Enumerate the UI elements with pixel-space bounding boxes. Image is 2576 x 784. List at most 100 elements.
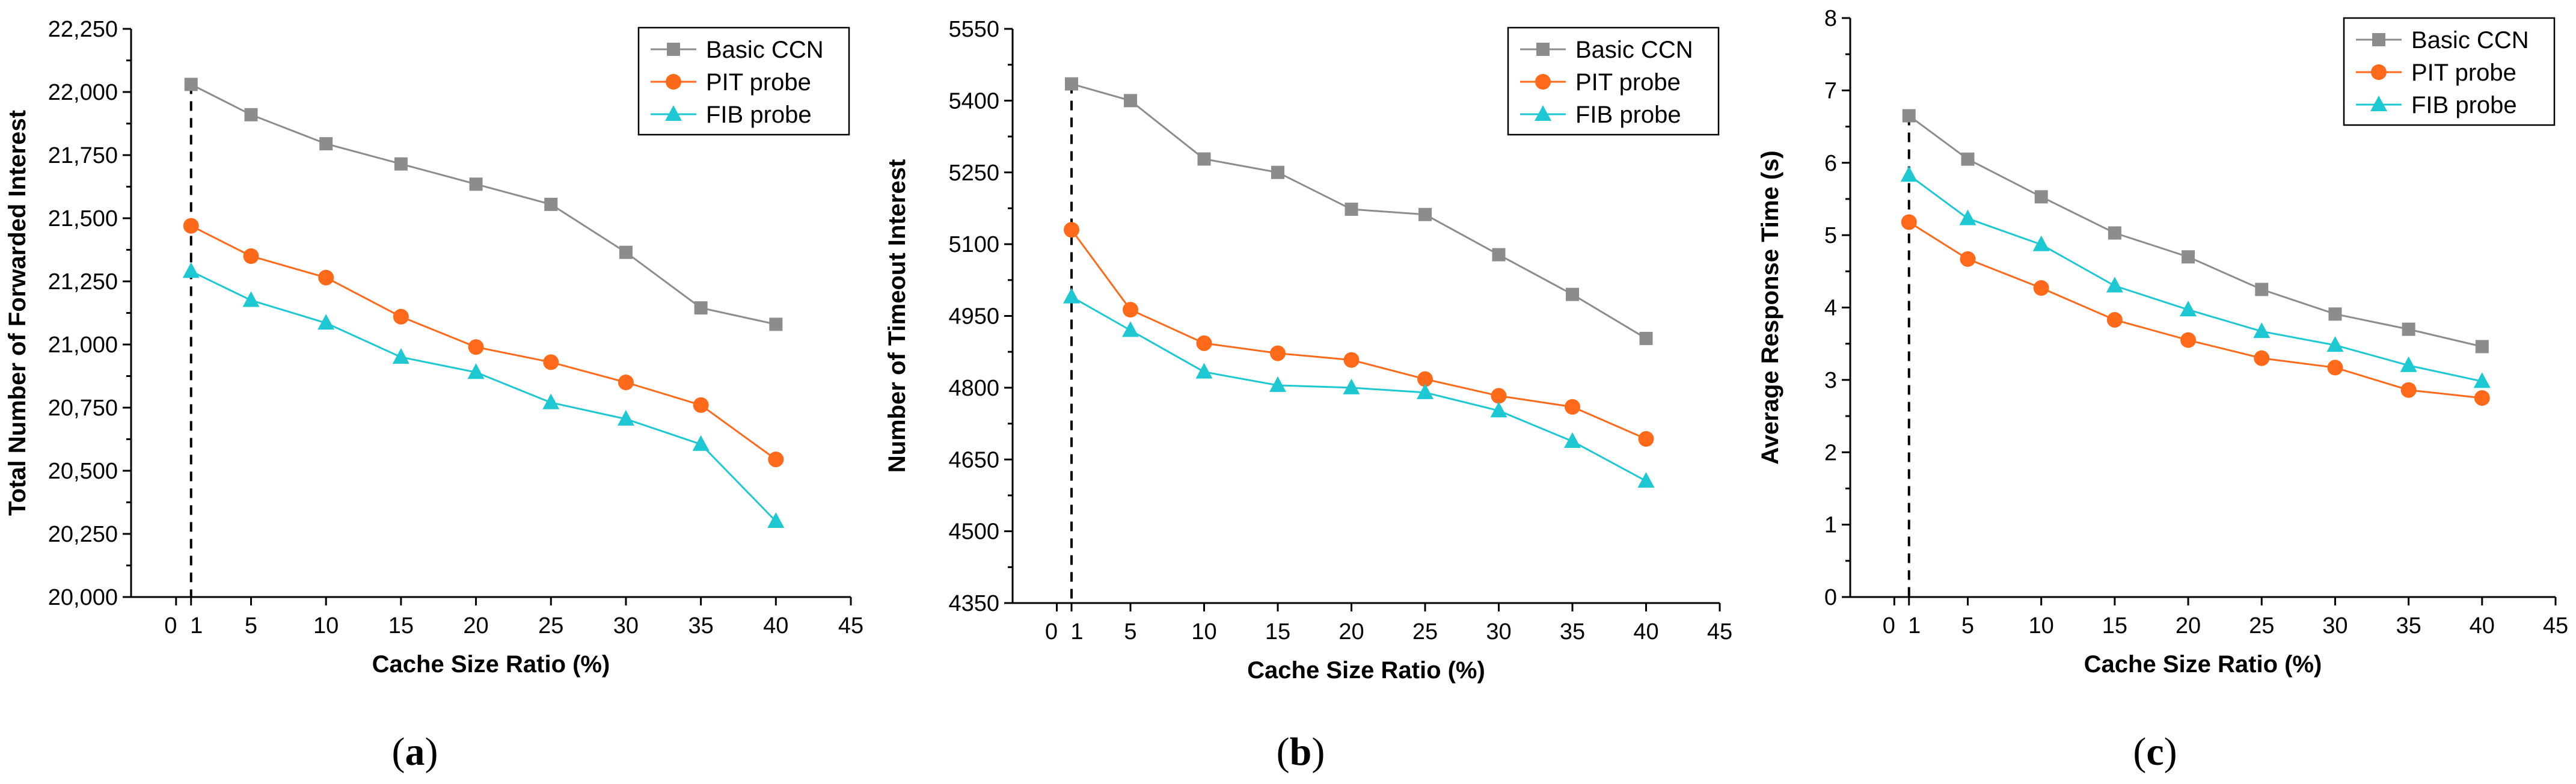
- x-axis-title: Cache Size Ratio (%): [372, 651, 610, 678]
- data-point-triangle: [1269, 376, 1286, 392]
- legend-marker-triangle: [665, 105, 682, 121]
- x-tick-label: 30: [2322, 613, 2348, 639]
- data-point-circle: [1960, 251, 1976, 267]
- data-point-square: [544, 197, 558, 211]
- data-point-square: [2402, 322, 2415, 336]
- y-tick-label: 4800: [948, 376, 999, 401]
- x-tick-label: 0: [164, 613, 177, 639]
- legend-marker-triangle: [1535, 105, 1551, 121]
- y-tick-label: 1: [1824, 513, 1837, 538]
- y-tick-label: 21,000: [48, 332, 118, 358]
- data-point-triangle: [692, 435, 710, 451]
- data-point-square: [1492, 248, 1506, 262]
- x-tick-label: 5: [1961, 613, 1974, 639]
- y-tick-label: 20,250: [48, 522, 118, 547]
- data-point-square: [1418, 207, 1432, 221]
- x-tick-label: 25: [1412, 619, 1438, 645]
- y-axis-title: Number of Timeout Interest: [884, 159, 910, 473]
- legend-label: PIT probe: [1575, 69, 1681, 96]
- data-point-square: [1197, 152, 1211, 166]
- y-tick-label: 4: [1824, 296, 1837, 321]
- x-tick-label: 30: [613, 613, 639, 639]
- x-tick-label: 20: [2176, 613, 2201, 639]
- data-point-square: [469, 177, 483, 191]
- series-line: [191, 270, 777, 522]
- data-point-square: [1124, 94, 1137, 108]
- data-point-triangle: [2106, 277, 2123, 293]
- y-tick-label: 5100: [948, 232, 999, 257]
- data-point-square: [2108, 226, 2121, 240]
- y-tick-label: 20,500: [48, 459, 118, 484]
- x-tick-label: 1: [1070, 619, 1083, 645]
- legend-label: Basic CCN: [1575, 37, 1693, 63]
- data-point-square: [1345, 203, 1358, 216]
- x-tick-label: 15: [2102, 613, 2127, 639]
- x-tick-label: 25: [2249, 613, 2274, 639]
- data-point-circle: [2327, 360, 2343, 376]
- data-point-triangle: [467, 363, 485, 379]
- x-tick-label: 25: [538, 613, 563, 639]
- data-point-triangle: [1063, 287, 1080, 304]
- data-point-square: [244, 108, 258, 121]
- x-tick-label: 35: [1560, 619, 1585, 645]
- y-tick-label: 5400: [948, 88, 999, 114]
- y-tick-label: 7: [1824, 78, 1837, 103]
- data-point-triangle: [2180, 301, 2197, 317]
- data-point-triangle: [1343, 378, 1360, 394]
- data-point-circle: [1565, 399, 1580, 415]
- legend-marker-circle: [1535, 74, 1551, 90]
- data-point-square: [394, 157, 408, 171]
- data-point-triangle: [2473, 372, 2491, 388]
- x-tick-label: 0: [1883, 613, 1895, 639]
- data-point-circle: [2033, 280, 2049, 296]
- data-point-triangle: [2400, 356, 2417, 372]
- y-axis-title: Total Number of Forwarded Interest: [4, 110, 31, 516]
- legend-marker-circle: [666, 74, 681, 90]
- series-line: [1908, 174, 2483, 382]
- legend: Basic CCN PIT probe FIB probe: [637, 26, 850, 136]
- legend-label: FIB probe: [706, 102, 812, 128]
- data-point-circle: [1343, 352, 1360, 368]
- data-point-square: [2328, 307, 2342, 321]
- x-tick-label: 35: [688, 613, 713, 639]
- data-point-triangle: [617, 409, 634, 426]
- y-tick-label: 22,250: [48, 17, 118, 42]
- data-point-circle: [2180, 332, 2197, 348]
- data-point-triangle: [1417, 383, 1434, 399]
- y-tick-label: 5: [1824, 223, 1837, 248]
- y-tick-label: 21,500: [48, 206, 118, 231]
- data-point-circle: [2474, 390, 2490, 406]
- data-point-square: [1961, 152, 1975, 166]
- data-point-square: [2034, 190, 2048, 204]
- data-point-circle: [2106, 311, 2123, 328]
- x-tick-label: 5: [1124, 619, 1136, 645]
- series-line: [1908, 221, 2482, 399]
- y-tick-label: 21,750: [48, 143, 118, 168]
- data-point-square: [1566, 287, 1579, 301]
- y-tick-label: 20,750: [48, 396, 118, 421]
- data-point-square: [1065, 77, 1078, 91]
- x-tick-label: 10: [2029, 613, 2054, 639]
- y-tick-label: 21,250: [48, 269, 118, 295]
- data-point-circle: [1491, 388, 1507, 404]
- x-tick-label: 30: [1486, 619, 1511, 645]
- legend-label: Basic CCN: [706, 37, 824, 63]
- data-point-triangle: [2253, 322, 2271, 338]
- data-point-square: [694, 301, 708, 315]
- panel-label: (b): [1277, 730, 1325, 774]
- x-axis-title: Cache Size Ratio (%): [1247, 657, 1485, 684]
- data-point-circle: [1417, 371, 1433, 387]
- data-point-circle: [243, 248, 259, 264]
- data-point-circle: [768, 452, 784, 468]
- legend-label: FIB probe: [2411, 92, 2517, 118]
- x-axis-title: Cache Size Ratio (%): [2084, 651, 2322, 678]
- x-tick-label: 20: [463, 613, 488, 639]
- data-point-triangle: [1564, 432, 1581, 449]
- y-tick-label: 4950: [948, 304, 999, 329]
- data-point-square: [1639, 331, 1653, 345]
- legend-marker-square: [2372, 33, 2385, 46]
- chart-panel-a: 20,000 20,250 20,500 20,750 21,000 21,250 21,5…: [4, 17, 863, 774]
- series-line: [1071, 296, 1647, 482]
- x-tick-label: 5: [245, 613, 257, 639]
- x-tick-label: 45: [2543, 613, 2568, 639]
